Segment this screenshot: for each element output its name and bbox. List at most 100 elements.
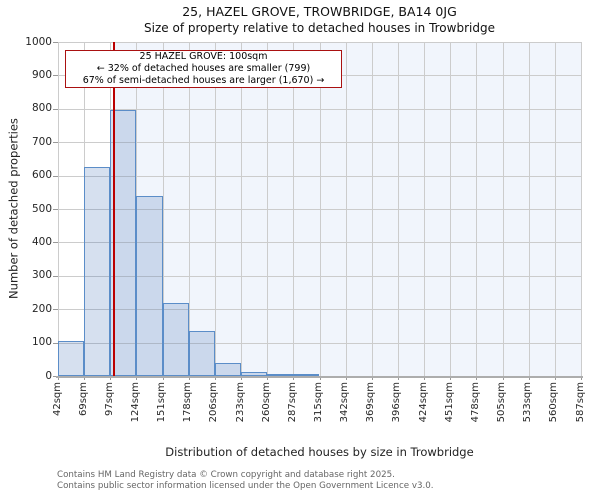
gridline-v [397,42,399,376]
x-tick-mark [554,376,556,380]
x-tick-label: 451sqm [443,382,455,423]
footer-line-2: Contains public sector information licen… [57,480,434,491]
x-tick-label: 560sqm [548,382,560,423]
x-tick-mark [319,376,321,380]
footer-line-1: Contains HM Land Registry data © Crown c… [57,470,395,480]
histogram-bar [136,195,163,376]
gridline-v [424,42,426,376]
y-tick-mark [53,275,58,277]
gridline-v [528,42,530,376]
chart-title: 25, HAZEL GROVE, TROWBRIDGE, BA14 0JG [182,4,457,19]
y-tick-mark [53,175,58,177]
y-tick-mark [53,376,58,377]
histogram-bar [58,340,85,376]
x-tick-mark [241,376,243,380]
y-tick-mark [53,108,58,110]
y-tick-mark [53,42,58,43]
x-tick-mark [528,376,530,380]
gridline-v [371,42,373,376]
y-tick-mark [53,75,58,77]
chart-subtitle: Size of property relative to detached ho… [144,21,495,35]
gridline-v [188,42,190,376]
annotation-line-2: ← 32% of detached houses are smaller (79… [96,63,311,74]
x-tick-mark [162,376,164,380]
y-tick-label: 800 [31,102,52,115]
x-tick-mark [345,376,347,380]
footer: Contains HM Land Registry data © Crown c… [57,470,434,491]
x-tick-label: 97sqm [103,382,115,417]
x-tick-label: 124sqm [129,382,141,423]
annotation-box: 25 HAZEL GROVE: 100sqm ← 32% of detached… [65,50,342,88]
y-tick-label: 1000 [25,35,52,48]
histogram-bar [241,371,268,376]
gridline-v [214,42,216,376]
x-tick-mark [424,376,426,380]
x-tick-label: 260sqm [260,382,272,423]
x-tick-mark [110,376,112,380]
x-axis-label: Distribution of detached houses by size … [165,445,474,459]
x-tick-label: 206sqm [208,382,220,423]
gridline-v [267,42,269,376]
x-tick-label: 178sqm [182,382,194,423]
x-tick-label: 233sqm [234,382,246,423]
y-tick-mark [53,142,58,144]
x-tick-mark [293,376,295,380]
x-tick-label: 69sqm [77,382,89,417]
gridline-v [554,42,556,376]
x-tick-mark [581,376,582,380]
gridline-v [58,42,59,376]
annotation-line-3: 67% of semi-detached houses are larger (… [82,75,325,86]
x-tick-label: 587sqm [574,382,586,423]
y-tick-label: 0 [45,369,52,382]
x-tick-label: 505sqm [496,382,508,423]
x-tick-mark [371,376,373,380]
histogram-bar [293,373,320,376]
histogram-bar [84,167,111,376]
x-tick-label: 342sqm [339,382,351,423]
x-tick-label: 42sqm [51,382,63,417]
histogram-bar [267,374,294,377]
property-marker-line [112,42,115,376]
gridline-v [345,42,347,376]
x-tick-mark [502,376,504,380]
y-tick-label: 600 [31,169,52,182]
y-tick-label: 300 [31,269,52,282]
y-tick-label: 900 [31,68,52,81]
gridline-v [450,42,452,376]
x-tick-mark [397,376,399,380]
x-tick-label: 396sqm [391,382,403,423]
x-tick-mark [188,376,190,380]
y-tick-mark [53,342,58,344]
y-tick-mark [53,309,58,311]
x-tick-label: 369sqm [365,382,377,423]
annotation-line-1: 25 HAZEL GROVE: 100sqm [139,51,268,62]
gridline-v [502,42,504,376]
x-tick-label: 478sqm [469,382,481,423]
x-tick-label: 424sqm [417,382,429,423]
x-tick-label: 315sqm [313,382,324,423]
gridline-v [476,42,478,376]
y-tick-mark [53,242,58,244]
x-tick-mark [450,376,452,380]
x-tick-mark [476,376,478,380]
histogram-bar [214,362,242,376]
y-tick-label: 100 [31,336,52,349]
gridline-v [319,42,321,376]
y-tick-label: 700 [31,135,52,148]
x-tick-mark [84,376,86,380]
histogram-bar [188,330,215,376]
x-tick-mark [214,376,216,380]
gridline-v [293,42,295,376]
x-tick-label: 151sqm [156,382,168,423]
x-axis-line [56,376,583,378]
y-tick-label: 500 [31,202,52,215]
x-tick-label: 533sqm [522,382,534,423]
y-tick-mark [53,209,58,210]
histogram-bar [162,302,189,376]
x-tick-mark [58,376,59,380]
gridline-v [241,42,243,376]
y-tick-label: 400 [31,235,52,248]
x-tick-label: 287sqm [286,382,298,423]
